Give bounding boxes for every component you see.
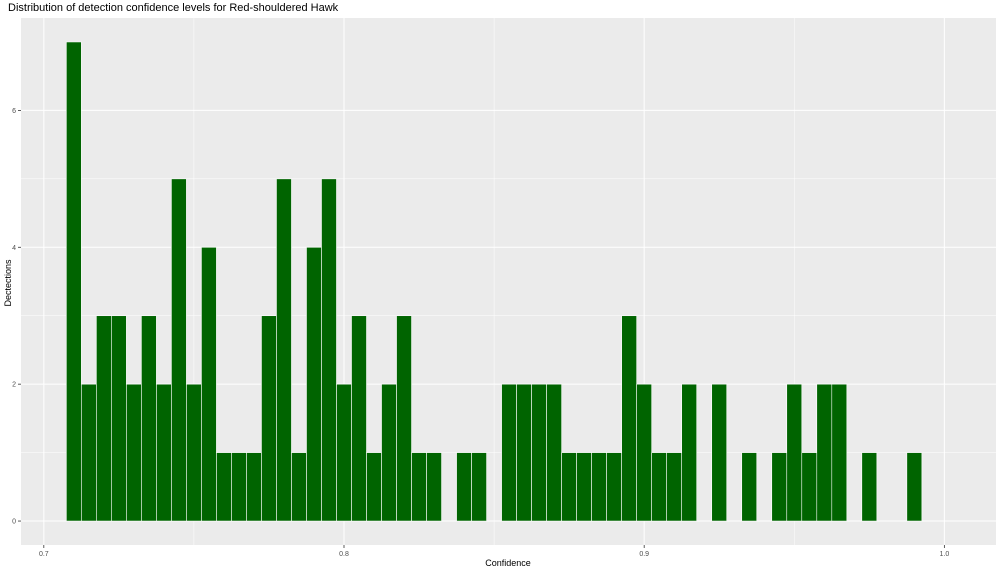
histogram-bar [906,452,923,522]
histogram-bar [96,315,112,522]
histogram-bar [861,452,878,522]
histogram-bar [171,178,187,522]
y-tick-label: 4 [12,245,16,252]
histogram-bar [786,383,803,522]
histogram-bar [816,383,833,522]
histogram-bar [561,452,577,522]
histogram-bar [246,452,262,522]
histogram-bar [111,315,127,522]
histogram-bar [261,315,277,522]
x-tick-label: 0.8 [339,551,349,558]
histogram-bar [606,452,622,522]
histogram-bar [531,383,547,522]
histogram-bar [336,383,352,522]
bars [66,41,923,522]
histogram-bar [426,452,442,522]
x-axis: 0.7 0.8 0.9 1.0 [39,545,949,558]
histogram-bar [366,452,382,522]
y-tick-label: 2 [12,382,16,389]
histogram-bar [636,383,652,522]
histogram-bar [546,383,562,522]
histogram-bar [321,178,337,522]
histogram-bar [711,383,728,522]
histogram-bar [651,452,667,522]
y-tick-label: 6 [12,108,16,115]
histogram-bar [66,41,82,522]
histogram-bar [186,383,202,522]
histogram-bar [621,315,637,522]
histogram-bar [81,383,97,522]
histogram-bar [141,315,157,522]
chart-title: Distribution of detection confidence lev… [8,2,339,14]
histogram-bar [291,452,307,522]
histogram-bar [801,452,818,522]
y-tick-label: 0 [12,519,16,526]
histogram-bar [591,452,607,522]
histogram-bar [411,452,427,522]
histogram-bar [576,452,592,522]
histogram-bar [516,383,532,522]
histogram-bar [396,315,412,522]
histogram-bar [351,315,367,522]
histogram-bar [381,383,397,522]
histogram-bar [231,452,247,522]
y-axis: 0 2 4 6 [12,108,21,526]
histogram-bar [456,452,472,522]
histogram-bar [501,383,517,522]
histogram-bar [216,452,232,522]
histogram-bar [741,452,758,522]
histogram-bar [156,383,172,522]
histogram-bar [471,452,487,522]
x-tick-label: 0.9 [639,551,649,558]
histogram-bar [771,452,788,522]
histogram-bar [306,246,322,522]
histogram-bar [831,383,848,522]
histogram-bar [681,383,698,522]
x-tick-label: 0.7 [39,551,49,558]
x-axis-title: Confidence [485,558,531,568]
x-tick-label: 1.0 [940,551,950,558]
histogram-bar [666,452,683,522]
histogram-bar [201,246,217,522]
histogram-bar [126,383,142,522]
histogram-bar [276,178,292,522]
